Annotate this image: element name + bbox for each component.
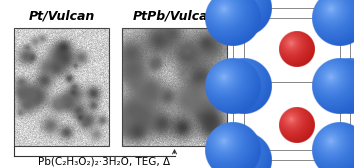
Text: Pb(C₂H₃O₂)₂·3H₂O, TEG, Δ: Pb(C₂H₃O₂)₂·3H₂O, TEG, Δ [38,157,170,167]
Text: Pt/Vulcan: Pt/Vulcan [28,10,95,23]
Text: PtPb/Vulcan: PtPb/Vulcan [132,10,217,23]
Bar [14,28,109,146]
Bar [122,28,227,146]
